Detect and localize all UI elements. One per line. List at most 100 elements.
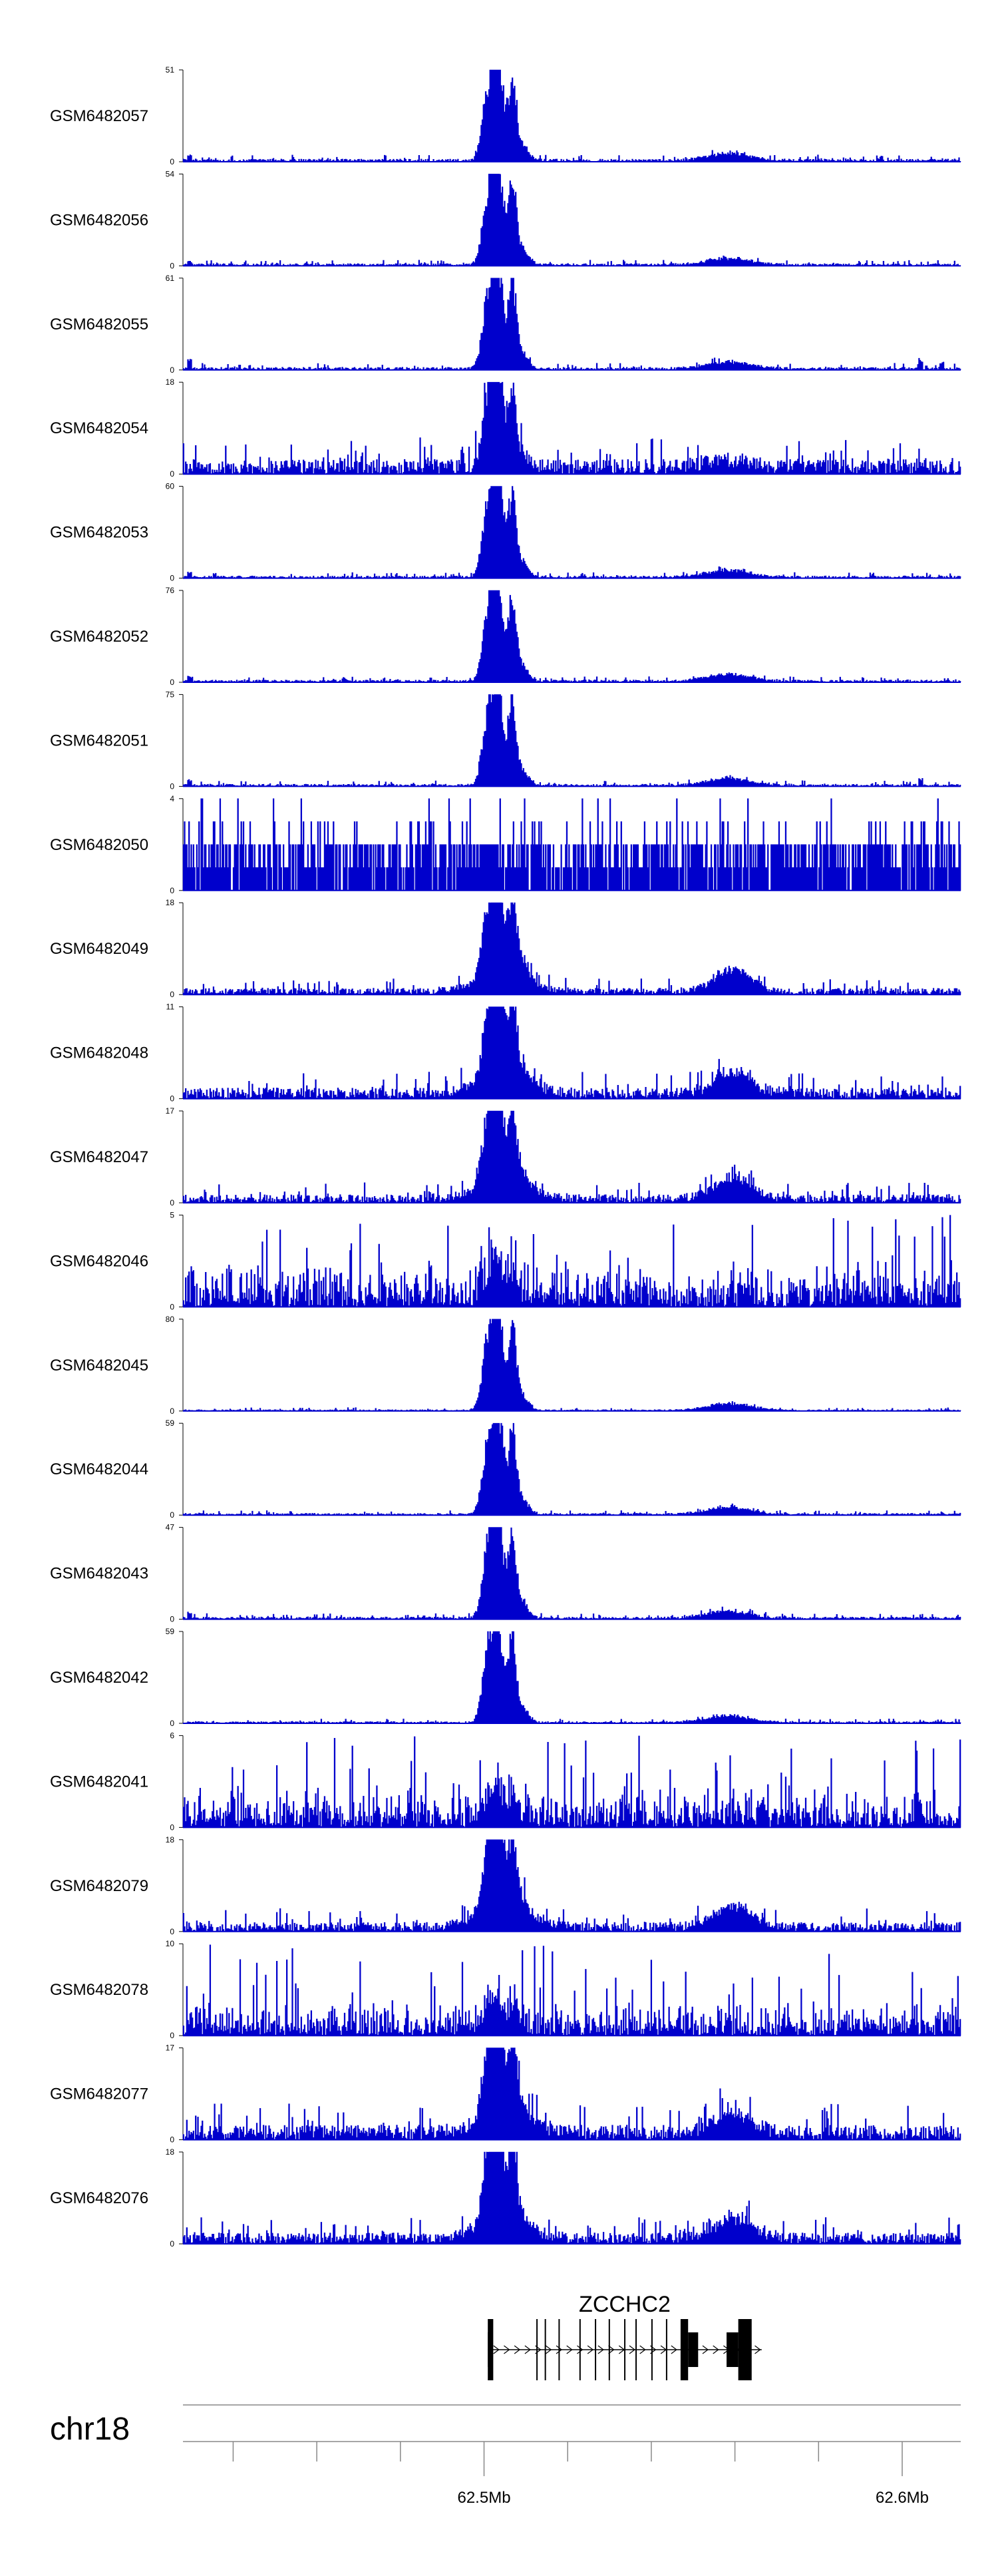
- y-max-label: 47: [166, 1523, 175, 1532]
- track-GSM6482044: GSM6482044 59 0: [50, 1418, 961, 1520]
- strand-arrow: [514, 2345, 521, 2354]
- y-min-label: 0: [170, 1510, 174, 1520]
- gene-annotation-track: ZCCHC2: [488, 2292, 762, 2380]
- track-GSM6482041: GSM6482041 6 0: [50, 1731, 961, 1832]
- y-min-label: 0: [170, 678, 174, 687]
- coverage-area: [182, 1319, 961, 1412]
- track-label: GSM6482052: [50, 628, 148, 646]
- track-label: GSM6482076: [50, 2189, 148, 2207]
- y-max-label: 18: [166, 898, 175, 907]
- coverage-area: [182, 590, 961, 683]
- strand-arrow: [608, 2345, 615, 2354]
- coverage-area: [182, 798, 961, 891]
- track-label: GSM6482049: [50, 940, 148, 958]
- exon: [635, 2319, 637, 2380]
- track-GSM6482078: GSM6482078 10 0: [50, 1939, 961, 2040]
- exon: [536, 2319, 538, 2380]
- exon: [558, 2319, 560, 2380]
- track-GSM6482055: GSM6482055 61 0: [50, 274, 961, 375]
- y-min-label: 0: [170, 990, 174, 999]
- strand-arrow: [577, 2345, 583, 2354]
- y-max-label: 4: [170, 794, 174, 803]
- exon: [608, 2319, 610, 2380]
- exon: [738, 2319, 752, 2380]
- y-min-label: 0: [170, 1094, 174, 1104]
- y-min-label: 0: [170, 574, 174, 583]
- track-label: GSM6482056: [50, 211, 148, 229]
- track-label: GSM6482079: [50, 1877, 148, 1895]
- y-min-label: 0: [170, 1615, 174, 1624]
- y-max-label: 54: [166, 169, 175, 178]
- coverage-area: [182, 1215, 961, 1307]
- coverage-area: [182, 1422, 961, 1516]
- y-min-label: 0: [170, 157, 174, 166]
- track-label: GSM6482078: [50, 1981, 148, 1999]
- track-label: GSM6482053: [50, 524, 148, 542]
- coverage-area: [182, 69, 961, 162]
- coverage-tracks: GSM6482057510GSM6482056540GSM6482055610G…: [50, 65, 961, 2249]
- strand-arrow: [754, 2345, 761, 2354]
- track-label: GSM6482077: [50, 2085, 148, 2103]
- y-min-label: 0: [170, 886, 174, 895]
- track-label: GSM6482041: [50, 1773, 148, 1791]
- y-max-label: 18: [166, 2147, 175, 2157]
- track-GSM6482042: GSM6482042 59 0: [50, 1627, 961, 1728]
- coverage-area: [182, 174, 961, 266]
- exon: [665, 2319, 667, 2380]
- y-min-label: 0: [170, 1823, 174, 1832]
- y-min-label: 0: [170, 1406, 174, 1416]
- y-max-label: 18: [166, 1835, 175, 1844]
- strand-arrow: [639, 2345, 646, 2354]
- track-GSM6482079: GSM6482079 18 0: [50, 1835, 961, 1936]
- y-min-label: 0: [170, 1198, 174, 1207]
- track-GSM6482076: GSM6482076 18 0: [50, 2147, 961, 2249]
- y-max-label: 5: [170, 1210, 174, 1219]
- exon: [624, 2319, 626, 2380]
- y-min-label: 0: [170, 261, 174, 270]
- track-GSM6482077: GSM6482077 17 0: [50, 2043, 961, 2145]
- genomic-axis: chr18 62.5Mb 62.6Mb: [50, 2404, 961, 2507]
- y-max-label: 11: [166, 1002, 175, 1012]
- coverage-area: [182, 694, 961, 787]
- track-GSM6482054: GSM6482054 18 0: [50, 377, 961, 479]
- chromosome-label: chr18: [50, 2412, 130, 2447]
- coverage-area: [182, 1839, 961, 1932]
- track-label: GSM6482051: [50, 732, 148, 750]
- y-max-label: 59: [166, 1627, 175, 1636]
- y-max-label: 10: [166, 1939, 175, 1948]
- strand-arrow: [556, 2345, 563, 2354]
- exon: [579, 2319, 581, 2380]
- gene-name-label: ZCCHC2: [579, 2292, 671, 2317]
- track-GSM6482047: GSM6482047 17 0: [50, 1106, 961, 1207]
- y-min-label: 0: [170, 1302, 174, 1311]
- strand-arrow: [597, 2345, 604, 2354]
- exon: [544, 2319, 546, 2380]
- exon: [488, 2332, 491, 2367]
- strand-arrow: [545, 2345, 552, 2354]
- track-GSM6482053: GSM6482053 60 0: [50, 482, 961, 583]
- track-GSM6482043: GSM6482043 47 0: [50, 1523, 961, 1624]
- track-label: GSM6482047: [50, 1148, 148, 1166]
- track-GSM6482051: GSM6482051 75 0: [50, 690, 961, 791]
- y-max-label: 18: [166, 377, 175, 387]
- coverage-area: [182, 278, 961, 371]
- y-max-label: 17: [166, 1106, 175, 1116]
- coverage-area: [182, 1944, 961, 2036]
- y-min-label: 0: [170, 781, 174, 791]
- y-max-label: 6: [170, 1731, 174, 1740]
- track-GSM6482046: GSM6482046 5 0: [50, 1210, 961, 1311]
- coverage-area: [182, 1631, 961, 1724]
- track-GSM6482052: GSM6482052 76 0: [50, 586, 961, 687]
- position-label: 62.5Mb: [457, 2489, 510, 2507]
- strand-arrow: [587, 2345, 594, 2354]
- y-min-label: 0: [170, 2239, 174, 2249]
- coverage-area: [182, 1527, 961, 1619]
- y-min-label: 0: [170, 365, 174, 375]
- strand-arrow: [713, 2345, 719, 2354]
- track-GSM6482045: GSM6482045 80 0: [50, 1315, 961, 1416]
- y-min-label: 0: [170, 1719, 174, 1728]
- track-label: GSM6482045: [50, 1357, 148, 1375]
- y-max-label: 80: [166, 1315, 175, 1324]
- y-max-label: 76: [166, 586, 175, 595]
